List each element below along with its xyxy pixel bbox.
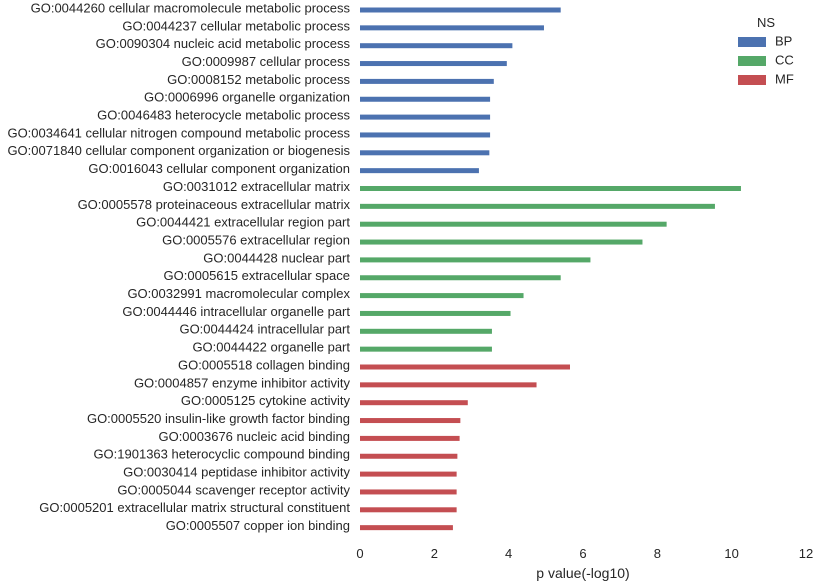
x-tick-label: 10 bbox=[724, 546, 738, 561]
y-tick-label: GO:0005576 extracellular region bbox=[162, 232, 350, 247]
y-tick-label: GO:0008152 metabolic process bbox=[167, 72, 350, 87]
y-tick-label: GO:0034641 cellular nitrogen compound me… bbox=[7, 125, 350, 140]
y-tick-label: GO:0044422 organelle part bbox=[192, 340, 350, 355]
y-tick-label: GO:0044421 extracellular region part bbox=[136, 215, 350, 230]
bar-mf-29 bbox=[360, 525, 453, 531]
y-tick-label: GO:0005125 cytokine activity bbox=[181, 393, 351, 408]
y-tick-label: GO:0009987 cellular process bbox=[182, 54, 351, 69]
x-axis-ticks: 0 2 4 6 8 10 12 bbox=[356, 546, 813, 561]
bar-bp-4 bbox=[360, 78, 494, 84]
bar-bp-5 bbox=[360, 96, 491, 102]
bar-cc-19 bbox=[360, 346, 492, 352]
y-tick-label: GO:0016043 cellular component organizati… bbox=[88, 161, 350, 176]
x-tick-label: 6 bbox=[579, 546, 586, 561]
x-tick-label: 0 bbox=[356, 546, 363, 561]
y-tick-label: GO:0005507 copper ion binding bbox=[166, 518, 350, 533]
y-tick-label: GO:0005520 insulin-like growth factor bi… bbox=[87, 411, 350, 426]
bar-cc-12 bbox=[360, 221, 667, 227]
bar-mf-22 bbox=[360, 400, 468, 406]
legend-swatch-bp bbox=[738, 37, 766, 47]
bar-mf-21 bbox=[360, 382, 537, 388]
x-tick-label: 8 bbox=[654, 546, 661, 561]
y-tick-label: GO:0044446 intracellular organelle part bbox=[122, 304, 350, 319]
legend: NS BP CC MF bbox=[738, 15, 794, 86]
bar-bp-7 bbox=[360, 132, 491, 138]
y-tick-label: GO:0005518 collagen binding bbox=[178, 357, 350, 372]
bar-mf-25 bbox=[360, 453, 458, 459]
y-tick-label: GO:0044428 nuclear part bbox=[203, 250, 350, 265]
y-tick-label: GO:0031012 extracellular matrix bbox=[163, 179, 351, 194]
legend-label-cc: CC bbox=[775, 52, 794, 67]
bar-cc-11 bbox=[360, 203, 715, 209]
bar-mf-20 bbox=[360, 364, 570, 370]
legend-swatch-mf bbox=[738, 75, 766, 85]
bar-bp-9 bbox=[360, 168, 479, 174]
y-tick-label: GO:0044237 cellular metabolic process bbox=[122, 18, 350, 33]
legend-label-mf: MF bbox=[775, 71, 794, 86]
y-tick-label: GO:1901363 heterocyclic compound binding bbox=[93, 447, 350, 462]
y-tick-label: GO:0005578 proteinaceous extracellular m… bbox=[78, 197, 351, 212]
y-axis-labels: GO:0044260 cellular macromolecule metabo… bbox=[7, 0, 350, 533]
bar-cc-13 bbox=[360, 239, 643, 245]
y-tick-label: GO:0090304 nucleic acid metabolic proces… bbox=[96, 36, 351, 51]
bar-mf-27 bbox=[360, 489, 457, 495]
bar-mf-28 bbox=[360, 507, 457, 513]
y-tick-label: GO:0005201 extracellular matrix structur… bbox=[39, 500, 350, 515]
legend-label-bp: BP bbox=[775, 33, 792, 48]
legend-title: NS bbox=[757, 15, 775, 30]
y-tick-label: GO:0032991 macromolecular complex bbox=[127, 286, 350, 301]
bar-bp-6 bbox=[360, 114, 491, 120]
y-tick-label: GO:0046483 heterocycle metabolic process bbox=[97, 108, 350, 123]
y-tick-label: GO:0005044 scavenger receptor activity bbox=[117, 482, 350, 497]
y-tick-label: GO:0005615 extracellular space bbox=[164, 268, 350, 283]
bar-mf-24 bbox=[360, 435, 460, 441]
y-tick-label: GO:0071840 cellular component organizati… bbox=[7, 143, 350, 158]
legend-swatch-cc bbox=[738, 56, 766, 66]
x-axis-title: p value(-log10) bbox=[536, 565, 629, 581]
bar-cc-18 bbox=[360, 328, 492, 334]
bar-bp-0 bbox=[360, 7, 561, 13]
y-tick-label: GO:0003676 nucleic acid binding bbox=[158, 429, 350, 444]
y-tick-label: GO:0044260 cellular macromolecule metabo… bbox=[31, 0, 351, 15]
x-tick-label: 4 bbox=[505, 546, 512, 561]
y-tick-label: GO:0004857 enzyme inhibitor activity bbox=[134, 375, 351, 390]
bars-group bbox=[360, 7, 741, 531]
y-tick-label: GO:0044424 intracellular part bbox=[179, 322, 350, 337]
bar-bp-3 bbox=[360, 61, 507, 67]
bar-bp-2 bbox=[360, 43, 513, 49]
bar-cc-15 bbox=[360, 275, 561, 281]
bar-cc-10 bbox=[360, 186, 741, 191]
bar-cc-17 bbox=[360, 310, 511, 316]
bar-cc-16 bbox=[360, 293, 524, 299]
y-tick-label: GO:0006996 organelle organization bbox=[144, 90, 350, 105]
x-tick-label: 12 bbox=[799, 546, 813, 561]
y-tick-label: GO:0030414 peptidase inhibitor activity bbox=[123, 465, 350, 480]
bar-bp-1 bbox=[360, 25, 544, 31]
bar-mf-23 bbox=[360, 418, 461, 424]
x-tick-label: 2 bbox=[431, 546, 438, 561]
bar-mf-26 bbox=[360, 471, 457, 477]
bar-bp-8 bbox=[360, 150, 490, 156]
bar-cc-14 bbox=[360, 257, 591, 263]
